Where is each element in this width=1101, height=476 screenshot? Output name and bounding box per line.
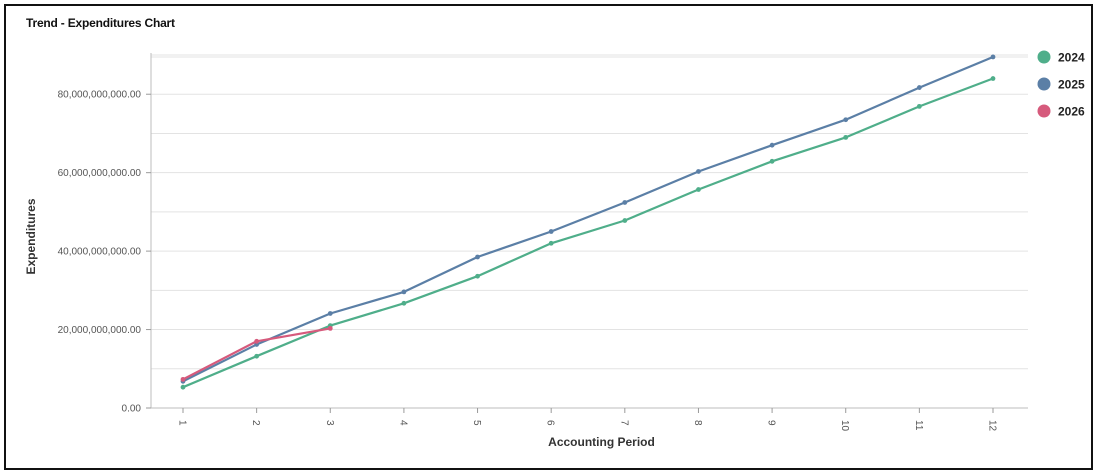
data-point-2025 [843, 117, 849, 123]
data-point-2024 [180, 384, 186, 390]
data-point-2025 [548, 229, 554, 234]
y-tick-label: 40,000,000,000.00 [58, 247, 142, 258]
data-point-2024 [548, 240, 554, 246]
x-tick-label: 11 [913, 420, 924, 431]
x-tick-label: 1 [177, 420, 188, 426]
x-tick-label: 7 [618, 420, 629, 426]
x-tick-label: 5 [471, 420, 482, 426]
data-point-2025 [401, 289, 407, 295]
data-point-2024 [769, 158, 775, 164]
data-point-2025 [990, 54, 996, 60]
chart-panel: Trend - Expenditures Chart [4, 4, 1093, 470]
data-point-2026 [180, 376, 186, 382]
data-point-2024 [622, 218, 628, 223]
data-point-2024 [696, 187, 701, 192]
legend-label-2026: 2026 [1058, 105, 1085, 119]
legend-swatch-2026 [1037, 104, 1051, 118]
x-tick-label: 4 [397, 420, 408, 426]
y-tick-label: 0.00 [122, 404, 142, 415]
data-point-2026 [254, 338, 260, 344]
data-point-2024 [990, 76, 996, 81]
chart-title: Trend - Expenditures Chart [26, 16, 175, 30]
legend-swatch-2024 [1037, 50, 1051, 64]
data-point-2025 [622, 200, 628, 205]
y-axis-title: Expenditures [24, 198, 38, 274]
legend: 2024 2025 2026 [1037, 50, 1085, 119]
data-point-2025 [696, 169, 701, 174]
x-tick-label: 2 [250, 420, 261, 426]
data-point-2025 [327, 311, 333, 316]
x-axis-title: Accounting Period [548, 435, 655, 449]
gridlines [151, 54, 1028, 409]
legend-label-2025: 2025 [1058, 78, 1085, 92]
x-tick-label: 6 [545, 420, 556, 426]
data-point-2025 [916, 85, 922, 90]
data-point-2026 [327, 325, 333, 331]
y-tick-label: 60,000,000,000.00 [58, 168, 142, 179]
y-tick-label: 20,000,000,000.00 [58, 325, 142, 336]
x-tick-label: 8 [692, 420, 703, 426]
axes: 0.00 20,000,000,000.00 40,000,000,000.00 60… [58, 53, 1028, 432]
data-point-2024 [475, 273, 480, 279]
data-point-2024 [916, 103, 922, 109]
data-point-2025 [769, 142, 775, 148]
series-layer [180, 54, 996, 390]
x-tick-label: 9 [766, 420, 777, 426]
series-line-2024 [182, 77, 994, 389]
data-point-2024 [843, 134, 849, 140]
x-tick-label: 12 [987, 420, 998, 432]
data-point-2024 [401, 300, 407, 306]
series-line-2025 [182, 55, 994, 383]
legend-swatch-2025 [1037, 77, 1051, 91]
x-tick-label: 10 [839, 420, 850, 432]
x-tick-label: 3 [324, 420, 335, 426]
y-tick-label: 80,000,000,000.00 [58, 90, 142, 101]
legend-label-2024: 2024 [1058, 51, 1085, 65]
data-point-2024 [254, 353, 260, 359]
data-point-2025 [475, 254, 480, 260]
